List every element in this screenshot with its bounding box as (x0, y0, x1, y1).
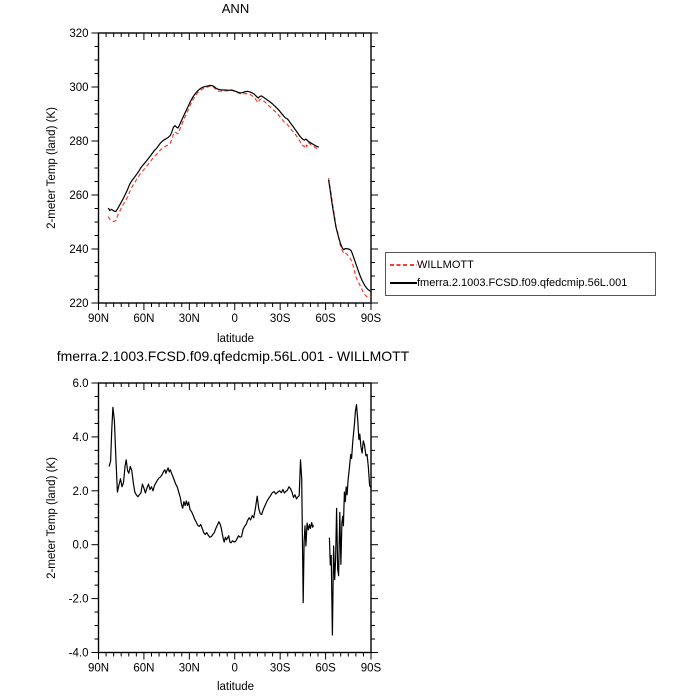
bottom-chart-canvas: 90N 60N 30N 0 30S 60S 90S -4.0 -2.0 0.0 2.0 4.0 6.0 (69, 378, 382, 675)
legend: WILLMOTT fmerra.2.1003.FCSD.f09.qfedcmip… (385, 252, 656, 296)
x-tick-label: 0 (232, 663, 238, 675)
bottom-chart-x-axis-label: latitude (216, 681, 255, 693)
legend-dashed-line-swatch (390, 264, 417, 266)
y-tick-label: -2.0 (69, 594, 89, 606)
x-tick-label: 90N (88, 313, 109, 325)
y-tick-label: 6.0 (73, 378, 89, 390)
legend-row-model: fmerra.2.1003.FCSD.f09.qfedcmip.56L.001 (386, 274, 655, 292)
model-line (328, 179, 372, 292)
plot-frame (97, 382, 372, 654)
y-tick-label: -4.0 (69, 648, 89, 660)
bottom-chart-title: fmerra.2.1003.FCSD.f09.qfedcmip.56L.001 … (56, 348, 410, 364)
y-tick-label: 220 (69, 298, 88, 310)
x-tick-label: 60N (133, 313, 154, 325)
difference-line (108, 406, 315, 604)
y-tick-label: 260 (69, 190, 88, 202)
x-tick-label: 30S (270, 313, 291, 325)
top-chart-title: ANN (221, 1, 250, 16)
x-tick-label: 0 (232, 313, 238, 325)
model-line (107, 84, 320, 213)
y-tick-label: 0.0 (73, 540, 89, 552)
willmott-line (328, 177, 372, 298)
top-chart-canvas: 90N 60N 30N 0 30S 60S 90S 220 240 260 280 300 320 (69, 28, 382, 325)
y-tick-label: 280 (69, 136, 88, 148)
x-tick-label: 60S (315, 663, 336, 675)
plot-frame (97, 32, 372, 304)
y-tick-label: 320 (69, 28, 88, 40)
difference-line (328, 404, 372, 636)
legend-label-model: fmerra.2.1003.FCSD.f09.qfedcmip.56L.001 (417, 276, 628, 289)
legend-label-willmott: WILLMOTT (417, 258, 474, 271)
bottom-chart-y-axis-label: 2-meter Temp (land) (K) (46, 457, 58, 579)
x-tick-label: 60N (133, 663, 154, 675)
top-chart-x-axis-label: latitude (216, 333, 255, 345)
x-tick-label: 90N (88, 663, 109, 675)
x-tick-label: 30N (179, 663, 200, 675)
x-tick-label: 30S (270, 663, 291, 675)
y-tick-label: 4.0 (73, 432, 89, 444)
top-chart-y-axis-label: 2-meter Temp (land) (K) (46, 107, 58, 229)
x-tick-label: 30N (179, 313, 200, 325)
y-tick-label: 2.0 (73, 486, 89, 498)
x-tick-label: 90S (361, 663, 382, 675)
legend-solid-line-swatch (390, 282, 417, 284)
y-tick-label: 240 (69, 244, 88, 256)
willmott-line (107, 85, 320, 223)
y-tick-label: 300 (69, 82, 88, 94)
legend-row-willmott: WILLMOTT (386, 256, 655, 274)
x-tick-label: 90S (361, 313, 382, 325)
x-tick-label: 60S (315, 313, 336, 325)
